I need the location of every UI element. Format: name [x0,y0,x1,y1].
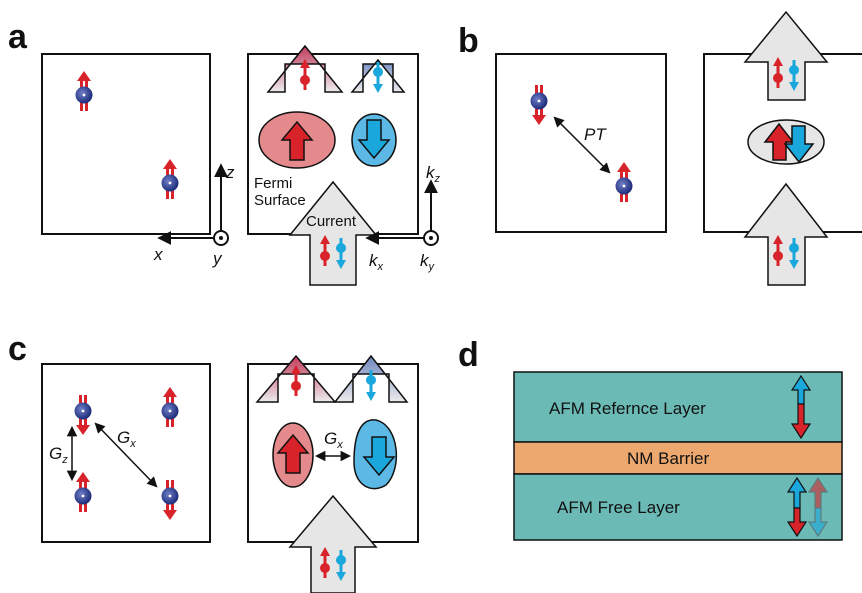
panel-b-label: b [458,22,479,60]
real-space-lattice-box [41,363,211,543]
afm-free-layer [513,473,843,541]
panel-d: d AFM Refernce Layer NM Barrier AFM Free… [458,336,843,541]
fermi-pocket-icon [353,419,398,490]
current-label: Current [306,213,357,230]
free-layer-label: AFM Free Layer [557,498,680,517]
axis-z-label: z [225,163,235,182]
axis-kz-label: kz [426,163,441,185]
double-headed-arrow-icon [807,476,829,538]
gx-label: Gx [117,428,136,450]
panel-c-label: c [8,330,27,368]
out-of-plane-axis-icon [365,179,439,246]
real-space-lattice-box [41,53,211,235]
nm-barrier-layer [513,441,843,475]
current-arrow-icon [288,180,378,286]
axis-y-label: y [212,249,223,268]
panel-c: c Gz Gx Gx [8,330,419,593]
current-arrow-icon [350,58,406,95]
panel-a: a z x y [8,18,441,286]
axis-kx-label: kx [369,251,384,273]
atom-spin-icon [161,159,179,199]
panel-a-label: a [8,18,28,56]
fermi-pocket-icon [258,111,336,169]
atom-spin-icon [161,387,179,427]
axis-ky-label: ky [420,251,436,273]
current-arrow-icon [255,354,337,403]
atom-spin-icon [74,395,92,435]
current-arrow-icon [333,354,409,403]
real-space-lattice-box [495,53,667,233]
panel-d-label: d [458,336,479,374]
fermi-label-line1: Fermi [254,175,292,192]
barrier-label: NM Barrier [627,449,710,468]
fermi-pocket-icon [272,422,314,488]
fermi-pocket-icon [747,119,825,165]
gx-k-label: Gx [324,429,343,451]
gz-label: Gz [49,444,68,466]
atom-spin-icon [74,472,92,512]
atom-spin-icon [161,480,179,520]
pt-symmetry-label: PT [584,125,607,144]
current-arrow-icon [266,44,344,93]
double-headed-arrow-icon [94,422,158,488]
double-headed-arrow-icon [553,116,611,174]
double-headed-arrow-icon [790,374,812,440]
current-arrow-icon [288,494,378,593]
panel-b: b PT [458,10,862,286]
axis-x-label: x [153,245,163,264]
fermi-pocket-icon [351,113,397,167]
double-headed-arrow-icon [786,476,808,538]
current-arrow-icon [743,182,829,286]
out-of-plane-axis-icon [157,163,229,246]
atom-spin-icon [75,71,93,111]
fermi-label-line2: Surface [254,192,306,209]
current-arrow-icon [743,10,829,101]
reference-layer-label: AFM Refernce Layer [549,399,706,418]
atom-spin-icon [615,162,633,202]
atom-spin-icon [530,85,548,125]
